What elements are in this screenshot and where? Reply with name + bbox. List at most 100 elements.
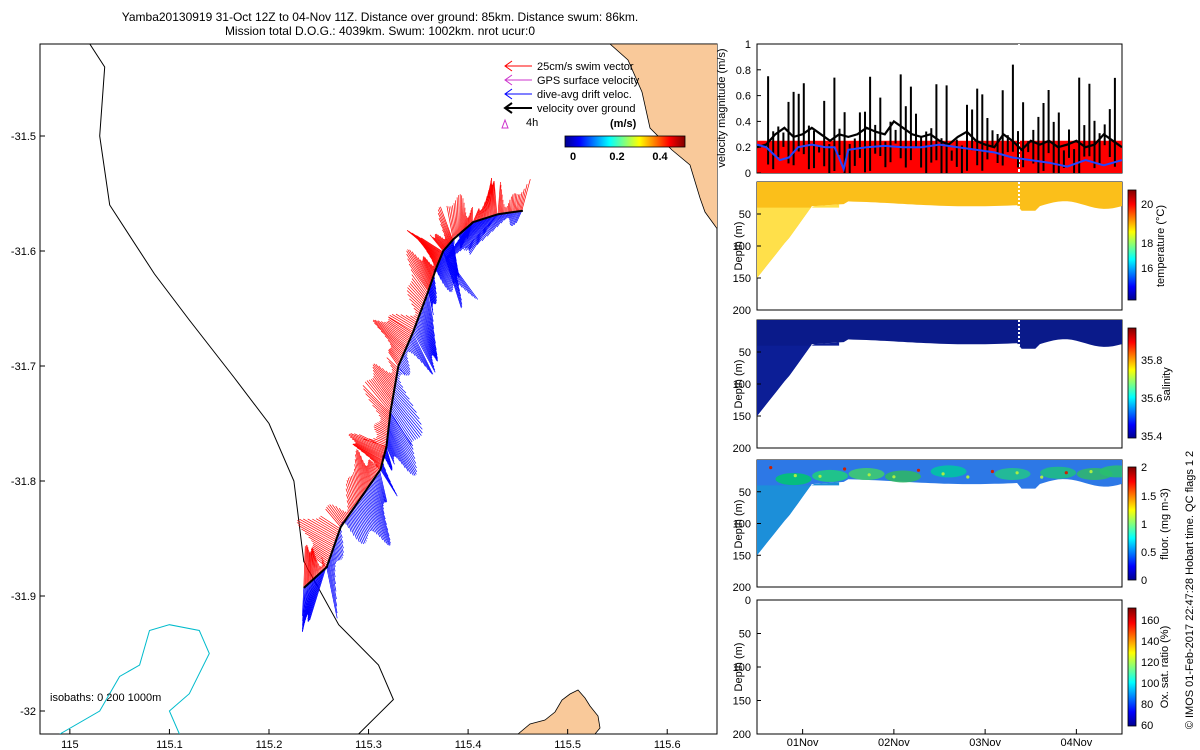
map-y-axis: -31.5 -31.6 -31.7 -31.8 -31.9 -32	[11, 131, 45, 718]
swim-vector	[318, 563, 321, 573]
swim-vector	[469, 212, 471, 226]
swim-vector	[502, 199, 504, 214]
velocity-y-axis: 0 0.2 0.4 0.6 0.8 1	[736, 39, 761, 180]
drift-vector	[446, 246, 458, 277]
drift-vector	[385, 447, 393, 468]
drift-vector	[388, 427, 414, 476]
velocity-content	[757, 44, 1122, 173]
drift-vector	[447, 218, 484, 261]
swim-vector	[462, 202, 465, 231]
swim-vector	[432, 236, 444, 251]
drift-vector	[387, 436, 398, 459]
drift-vector	[438, 261, 454, 291]
map-y-tick-label: -31.6	[11, 246, 36, 258]
swim-vector	[434, 236, 446, 250]
drift-vector	[389, 414, 414, 450]
drift-vector	[513, 210, 521, 225]
fluorescence-qc-point	[1089, 470, 1093, 474]
drift-vector	[481, 213, 504, 242]
swim-vector	[388, 372, 397, 381]
swim-vector	[297, 520, 336, 542]
swim-vector	[375, 423, 389, 432]
swim-vector	[347, 477, 357, 505]
drift-vector	[352, 509, 366, 544]
swim-vector	[359, 434, 387, 448]
time-x-tick-label: 04Nov	[1060, 737, 1092, 749]
fluorescence-patch	[1040, 466, 1077, 479]
swim-vector	[312, 553, 328, 566]
swim-vector	[376, 433, 388, 440]
velocity-y-tick-label: 0.8	[736, 65, 751, 77]
swim-vector	[373, 426, 389, 435]
swim-vector	[437, 213, 452, 242]
time-x-tick-label: 02Nov	[878, 737, 910, 749]
swim-vector	[395, 313, 416, 327]
drift-vector	[333, 545, 340, 561]
swim-vector	[369, 457, 382, 467]
drift-vector	[426, 294, 435, 329]
drift-vector	[427, 291, 434, 315]
drift-vector	[387, 432, 406, 469]
drift-vector	[421, 307, 438, 362]
swim-vector	[388, 348, 401, 364]
fluorescence-cbar-tick-3: 1.5	[1141, 491, 1156, 503]
swim-vector	[373, 363, 395, 392]
drift-vector	[387, 438, 396, 457]
fluorescence-qc-point	[1064, 471, 1068, 475]
drift-vector	[411, 334, 433, 375]
swim-vector	[468, 215, 470, 227]
swim-vector	[381, 321, 410, 342]
swim-vector	[380, 330, 405, 353]
map-y-tick-label: -32	[20, 706, 36, 718]
drift-vector	[446, 247, 459, 283]
swim-vector	[388, 316, 414, 332]
drift-vector	[427, 293, 434, 322]
drift-vector	[349, 513, 360, 543]
swim-vector	[434, 237, 445, 250]
swim-vector	[413, 307, 421, 314]
temperature-ylabel: Depth (m)	[733, 222, 745, 271]
swim-vector	[428, 261, 436, 273]
swim-vector	[316, 518, 339, 533]
temperature-cbar-tick-2: 20	[1141, 199, 1153, 211]
drift-vector	[428, 289, 433, 307]
drift-vector	[468, 213, 501, 251]
legend-swim-arrowhead	[504, 60, 513, 72]
swim-vector	[345, 488, 354, 509]
swim-vector	[326, 506, 342, 526]
drift-vector	[345, 519, 349, 528]
swim-vector	[456, 197, 459, 235]
map-x-tick-label: 115.3	[355, 739, 382, 750]
swim-vector	[350, 436, 385, 454]
swim-vector	[390, 365, 398, 373]
swim-vector	[408, 263, 429, 292]
drift-vector	[398, 364, 408, 376]
drift-vector	[401, 357, 411, 370]
drift-vector	[392, 399, 422, 436]
island-land	[517, 689, 601, 734]
swim-vector	[514, 194, 518, 212]
drift-vector	[415, 324, 433, 361]
legend-ground-label: velocity over ground	[537, 103, 635, 115]
swim-vector	[458, 195, 460, 235]
drift-vector	[453, 217, 486, 257]
swim-vector	[362, 459, 370, 487]
map-legend: 25cm/s swim vector GPS surface velocity …	[501, 60, 640, 129]
swim-vector	[375, 437, 388, 443]
swim-vector	[311, 540, 332, 553]
fluorescence-qc-point	[769, 466, 773, 470]
swim-vector	[375, 431, 388, 438]
swim-vector	[444, 238, 449, 245]
swim-vector	[481, 189, 490, 220]
swim-vector	[348, 434, 386, 453]
swim-vector	[314, 557, 327, 568]
swim-vector	[390, 346, 403, 359]
drift-vector	[367, 487, 391, 541]
drift-vector	[365, 490, 391, 546]
map-x-tick-label: 115	[61, 739, 79, 750]
drift-vector	[330, 554, 336, 572]
swim-vector	[352, 474, 360, 501]
swim-vector	[421, 237, 444, 253]
drift-vector	[306, 576, 317, 616]
swim-vector	[373, 463, 380, 473]
